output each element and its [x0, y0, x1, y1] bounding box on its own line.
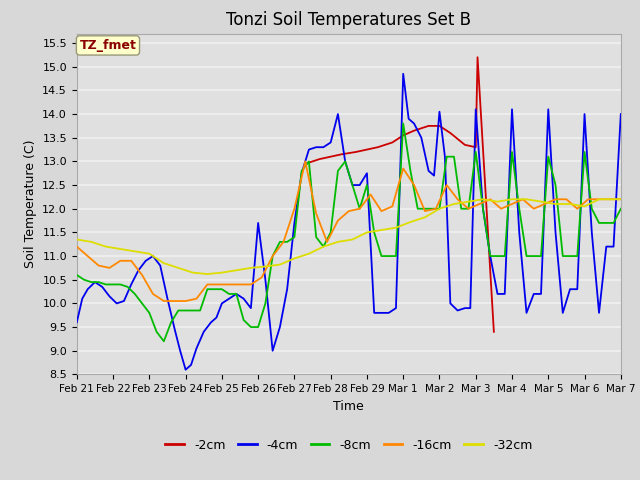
Text: TZ_fmet: TZ_fmet	[79, 39, 136, 52]
Title: Tonzi Soil Temperatures Set B: Tonzi Soil Temperatures Set B	[227, 11, 471, 29]
X-axis label: Time: Time	[333, 400, 364, 413]
Y-axis label: Soil Temperature (C): Soil Temperature (C)	[24, 140, 36, 268]
Legend: -2cm, -4cm, -8cm, -16cm, -32cm: -2cm, -4cm, -8cm, -16cm, -32cm	[160, 434, 538, 457]
